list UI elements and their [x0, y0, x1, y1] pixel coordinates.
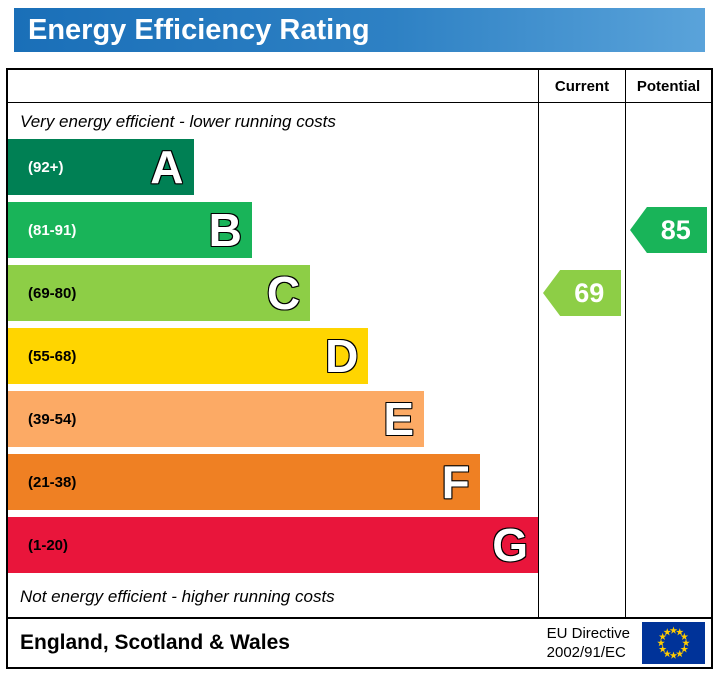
band-letter: C	[266, 267, 301, 319]
band-range-label: (1-20)	[28, 536, 69, 554]
potential-rating-value: 85	[660, 214, 691, 245]
band-letter: F	[441, 456, 470, 508]
band-bar-b: (81-91) B	[8, 202, 252, 258]
potential-rating-arrow: 85	[630, 207, 707, 253]
band-row-a: (92+) A	[8, 139, 538, 195]
band-row-b: (81-91) B	[8, 202, 538, 258]
band-letter: B	[208, 204, 242, 256]
chart-header-row: Current Potential	[8, 70, 711, 103]
current-column: 69	[538, 103, 625, 617]
eu-flag-icon	[642, 622, 705, 664]
band-bar-d: (55-68) D	[8, 328, 369, 384]
caption-very-efficient: Very energy efficient - lower running co…	[20, 112, 336, 131]
band-range-label: (69-80)	[28, 284, 77, 302]
current-rating-arrow: 69	[543, 270, 621, 316]
column-header-potential: Potential	[625, 70, 711, 102]
band-range-label: (92+)	[28, 158, 64, 176]
column-header-current: Current	[538, 70, 625, 102]
band-bar-e: (39-54) E	[8, 391, 425, 447]
band-row-f: (21-38) F	[8, 454, 538, 510]
band-letter: G	[492, 519, 528, 571]
band-letter: D	[325, 330, 359, 382]
potential-column: 85	[625, 103, 711, 617]
band-row-g: (1-20) G	[8, 517, 538, 573]
band-range-label: (21-38)	[28, 473, 77, 491]
band-bar-c: (69-80) C	[8, 265, 311, 321]
band-range-label: (55-68)	[28, 347, 77, 365]
band-letter: E	[383, 393, 415, 445]
eu-directive-line1: EU Directive	[546, 625, 630, 642]
page-title: Energy Efficiency Rating	[28, 13, 370, 46]
header-spacer	[8, 70, 538, 102]
band-bar-f: (21-38) F	[8, 454, 480, 510]
region-label: England, Scotland & Wales	[20, 631, 290, 654]
energy-rating-chart: Current Potential Very energy efficient …	[6, 68, 713, 619]
band-row-c: (69-80) C	[8, 265, 538, 321]
band-range-label: (81-91)	[28, 221, 77, 239]
rating-bands-area: Very energy efficient - lower running co…	[8, 103, 538, 617]
current-rating-value: 69	[574, 277, 605, 308]
caption-not-efficient: Not energy efficient - higher running co…	[20, 587, 335, 606]
band-letter: A	[150, 141, 184, 193]
footer-bar: England, Scotland & Wales EU Directive 2…	[6, 619, 713, 669]
page-title-banner: Energy Efficiency Rating	[14, 8, 705, 52]
eu-directive-line2: 2002/91/EC	[546, 644, 626, 661]
band-row-d: (55-68) D	[8, 328, 538, 384]
eu-directive-label: EU Directive 2002/91/EC	[547, 624, 630, 662]
band-row-e: (39-54) E	[8, 391, 538, 447]
band-range-label: (39-54)	[28, 410, 77, 428]
chart-body: Very energy efficient - lower running co…	[8, 103, 711, 617]
band-bar-g: (1-20) G	[8, 517, 538, 573]
band-bar-a: (92+) A	[8, 139, 194, 195]
